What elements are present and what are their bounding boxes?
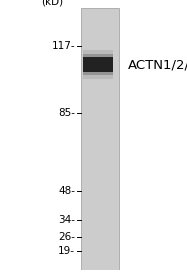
Text: 19-: 19- [58,247,75,256]
Text: 26-: 26- [58,232,75,242]
Bar [83,54,113,75]
Text: ACTN1/2/3/4: ACTN1/2/3/4 [128,58,187,71]
Text: 117-: 117- [52,41,75,51]
Text: (kD): (kD) [41,0,63,6]
Bar [83,57,113,72]
Bar [83,50,113,79]
Text: 85-: 85- [58,108,75,118]
Text: 48-: 48- [58,186,75,195]
Text: 34-: 34- [58,215,75,225]
Bar [81,8,119,270]
